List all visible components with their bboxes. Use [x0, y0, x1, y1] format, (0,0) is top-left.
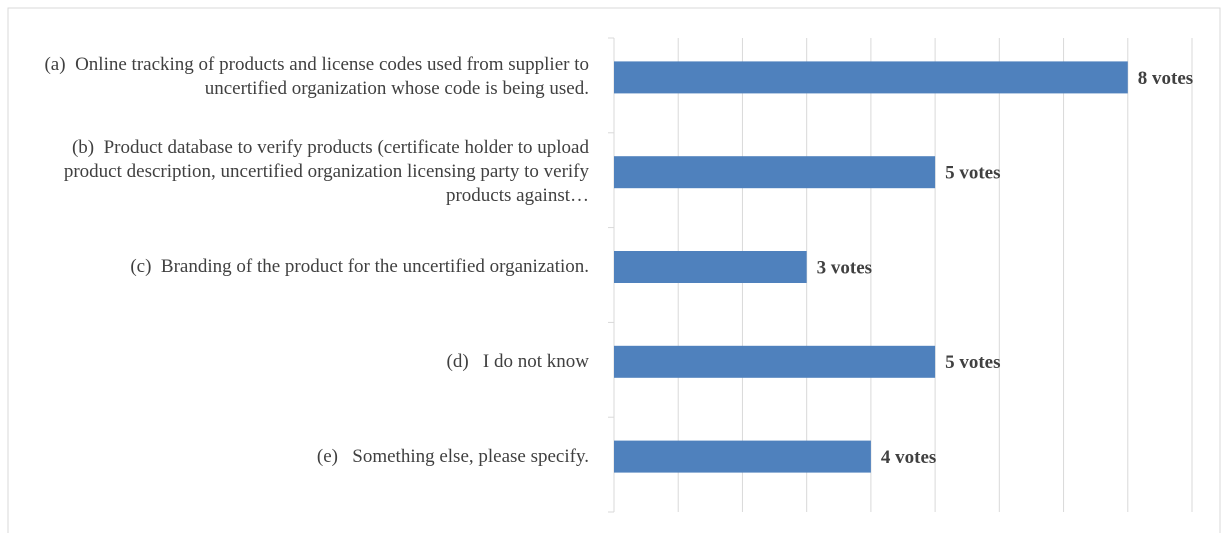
bar — [614, 156, 936, 189]
value-label: 8 votes — [1138, 68, 1193, 89]
value-label: 5 votes — [945, 352, 1000, 373]
bar — [614, 61, 1128, 94]
category-label: (b) Product database to verify products … — [63, 137, 594, 207]
category-label: (a) Online tracking of products and lice… — [44, 54, 594, 100]
bar — [614, 440, 871, 473]
bar — [614, 345, 936, 378]
category-label: (c) Branding of the product for the unce… — [130, 256, 589, 277]
bar — [614, 251, 807, 283]
value-label: 5 votes — [945, 163, 1000, 184]
category-label: (e) Something else, please specify. — [316, 445, 589, 467]
value-label: 4 votes — [881, 447, 936, 468]
value-label: 3 votes — [817, 257, 872, 278]
chart-frame — [7, 7, 1221, 533]
category-label: (d) I do not know — [446, 350, 589, 372]
